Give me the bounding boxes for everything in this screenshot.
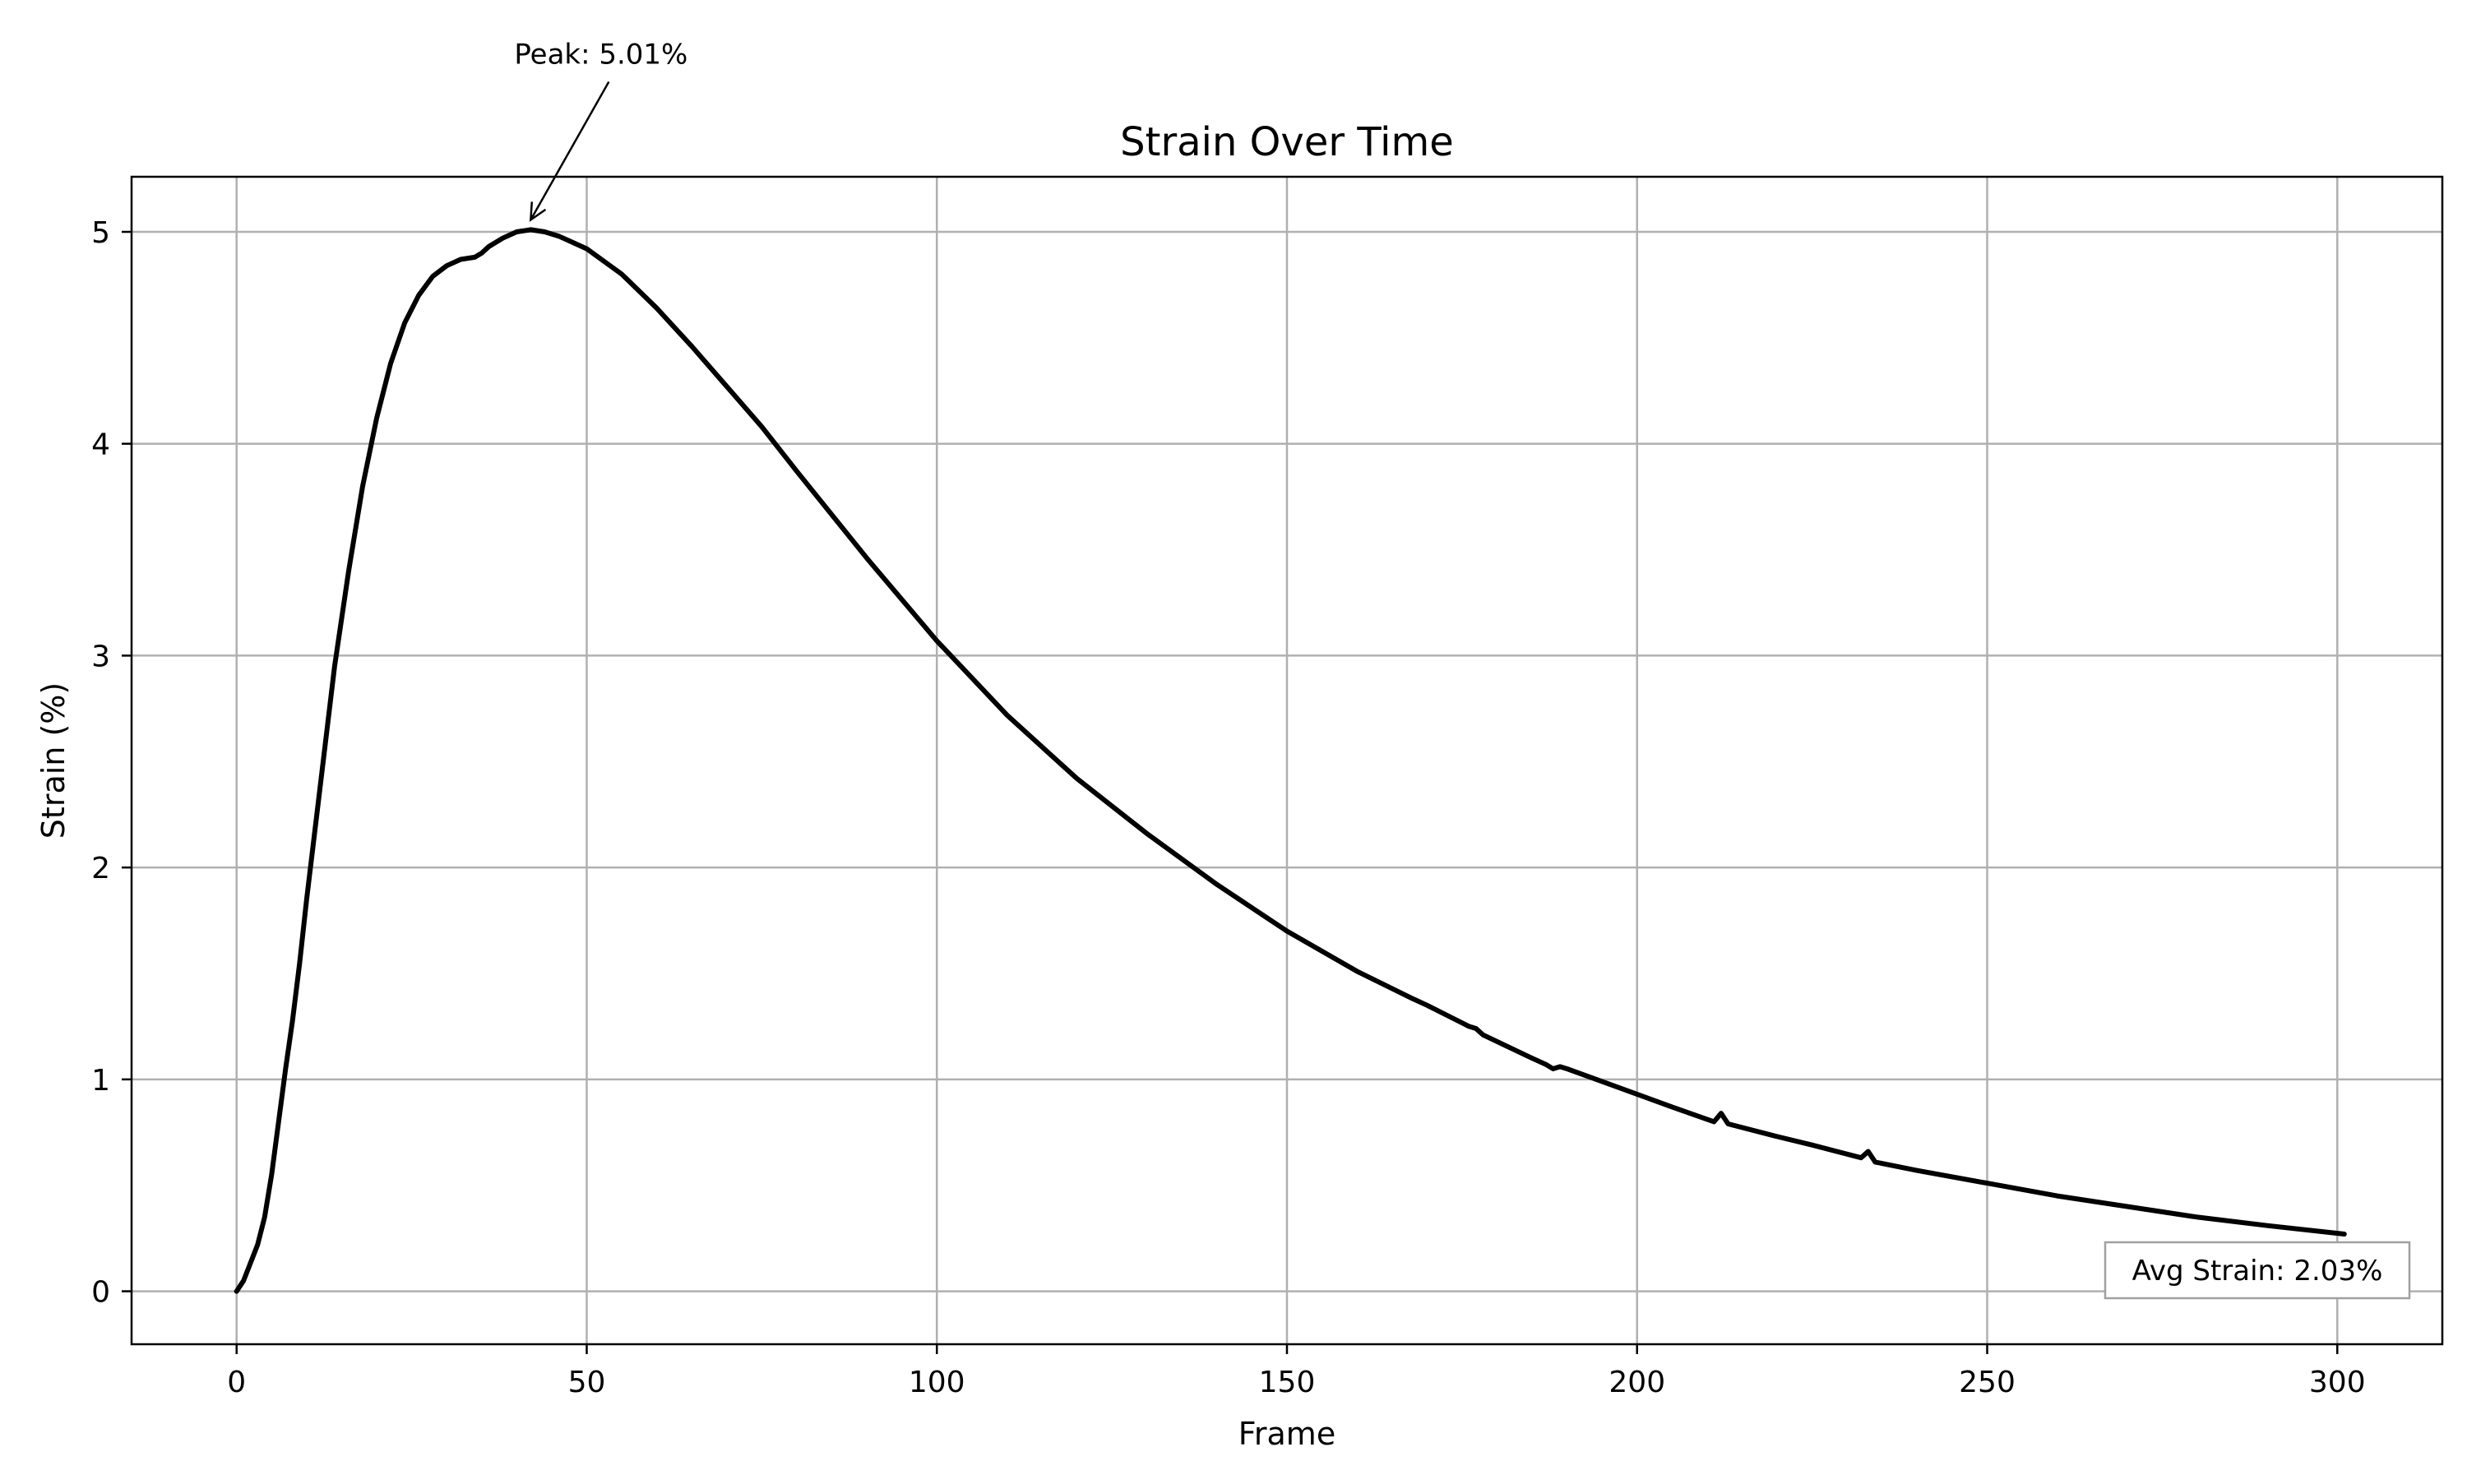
peak-annotation: Peak: 5.01% xyxy=(514,38,687,222)
x-tick-label: 200 xyxy=(1608,1366,1665,1399)
y-tick-label: 5 xyxy=(91,216,110,250)
x-axis-ticks: 0 50 100 150 200 250 300 xyxy=(227,1344,2366,1399)
peak-arrow-line xyxy=(530,81,610,221)
x-tick-label: 0 xyxy=(227,1366,246,1399)
avg-strain-label: Avg Strain: 2.03% xyxy=(2132,1255,2383,1288)
x-tick-label: 100 xyxy=(909,1366,965,1399)
y-tick-label: 3 xyxy=(91,640,110,673)
x-tick-label: 50 xyxy=(568,1366,606,1399)
y-axis-ticks: 0 1 2 3 4 5 xyxy=(91,216,132,1310)
peak-label: Peak: 5.01% xyxy=(514,38,687,71)
y-tick-label: 1 xyxy=(91,1064,110,1098)
avg-strain-box-frame xyxy=(2104,1241,2411,1300)
y-tick-label: 4 xyxy=(91,428,110,462)
avg-strain-box: Avg Strain: 2.03% xyxy=(2104,1241,2411,1300)
peak-arrow-head xyxy=(529,201,547,222)
chart-title: Strain Over Time xyxy=(1120,119,1454,165)
x-tick-label: 250 xyxy=(1959,1366,2016,1399)
x-axis-label: Frame xyxy=(1238,1416,1335,1452)
x-tick-label: 300 xyxy=(2309,1366,2366,1399)
y-tick-label: 0 xyxy=(91,1276,110,1310)
y-tick-label: 2 xyxy=(91,852,110,885)
x-tick-label: 150 xyxy=(1259,1366,1316,1399)
series-line-strain xyxy=(234,227,2347,1294)
grid xyxy=(132,177,2442,1344)
y-axis-label: Strain (%) xyxy=(35,682,72,839)
